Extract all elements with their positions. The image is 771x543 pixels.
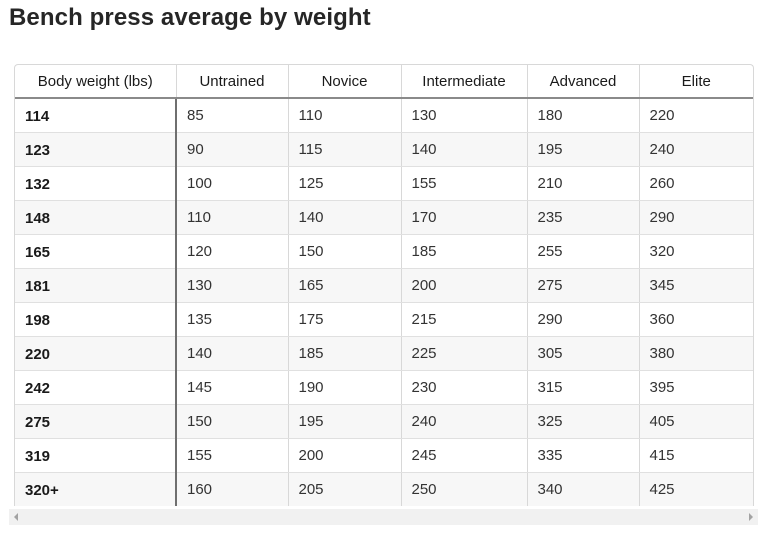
- cell-body-weight: 220: [15, 336, 177, 371]
- cell-elite: 425: [639, 472, 753, 506]
- cell-untrained: 145: [176, 370, 289, 405]
- table-row: 275 150 195 240 325 405: [15, 404, 753, 439]
- cell-untrained: 100: [176, 166, 289, 201]
- header-intermediate: Intermediate: [401, 65, 528, 99]
- cell-elite: 240: [639, 132, 753, 167]
- cell-body-weight: 198: [15, 302, 177, 337]
- cell-body-weight: 319: [15, 438, 177, 473]
- table-row: 242 145 190 230 315 395: [15, 370, 753, 405]
- page-title: Bench press average by weight: [9, 4, 371, 31]
- cell-intermediate: 185: [401, 234, 528, 269]
- table-row: 165 120 150 185 255 320: [15, 234, 753, 269]
- cell-intermediate: 245: [401, 438, 528, 473]
- cell-untrained: 130: [176, 268, 289, 303]
- cell-elite: 345: [639, 268, 753, 303]
- cell-elite: 380: [639, 336, 753, 371]
- cell-untrained: 85: [176, 98, 289, 133]
- cell-novice: 190: [288, 370, 402, 405]
- table-row: 148 110 140 170 235 290: [15, 200, 753, 235]
- cell-intermediate: 215: [401, 302, 528, 337]
- cell-body-weight: 275: [15, 404, 177, 439]
- table-container: Body weight (lbs) Untrained Novice Inter…: [14, 64, 754, 506]
- cell-novice: 110: [288, 98, 402, 133]
- cell-elite: 320: [639, 234, 753, 269]
- cell-untrained: 160: [176, 472, 289, 506]
- cell-advanced: 340: [527, 472, 640, 506]
- cell-body-weight: 242: [15, 370, 177, 405]
- cell-advanced: 195: [527, 132, 640, 167]
- cell-advanced: 335: [527, 438, 640, 473]
- header-novice: Novice: [288, 65, 402, 99]
- cell-untrained: 120: [176, 234, 289, 269]
- cell-novice: 200: [288, 438, 402, 473]
- cell-novice: 165: [288, 268, 402, 303]
- header-advanced: Advanced: [527, 65, 640, 99]
- cell-advanced: 325: [527, 404, 640, 439]
- cell-elite: 360: [639, 302, 753, 337]
- cell-intermediate: 250: [401, 472, 528, 506]
- cell-intermediate: 230: [401, 370, 528, 405]
- cell-novice: 125: [288, 166, 402, 201]
- cell-body-weight: 123: [15, 132, 177, 167]
- cell-intermediate: 240: [401, 404, 528, 439]
- cell-advanced: 180: [527, 98, 640, 133]
- cell-intermediate: 155: [401, 166, 528, 201]
- cell-elite: 405: [639, 404, 753, 439]
- cell-advanced: 305: [527, 336, 640, 371]
- horizontal-scrollbar[interactable]: [9, 509, 758, 525]
- cell-novice: 140: [288, 200, 402, 235]
- bench-press-table: Body weight (lbs) Untrained Novice Inter…: [15, 65, 753, 506]
- cell-body-weight: 114: [15, 98, 177, 133]
- table-row: 198 135 175 215 290 360: [15, 302, 753, 337]
- table-row: 319 155 200 245 335 415: [15, 438, 753, 473]
- table-row: 114 85 110 130 180 220: [15, 98, 753, 133]
- cell-body-weight: 132: [15, 166, 177, 201]
- cell-intermediate: 225: [401, 336, 528, 371]
- header-body-weight: Body weight (lbs): [15, 65, 177, 99]
- scroll-left-arrow-icon[interactable]: [14, 513, 18, 521]
- header-untrained: Untrained: [176, 65, 289, 99]
- cell-advanced: 290: [527, 302, 640, 337]
- table-row: 181 130 165 200 275 345: [15, 268, 753, 303]
- cell-advanced: 235: [527, 200, 640, 235]
- table-row: 220 140 185 225 305 380: [15, 336, 753, 371]
- cell-body-weight: 320+: [15, 472, 177, 506]
- cell-novice: 205: [288, 472, 402, 506]
- cell-advanced: 275: [527, 268, 640, 303]
- cell-intermediate: 200: [401, 268, 528, 303]
- table-body: 114 85 110 130 180 220 123 90 115 140 195 240 132 100…: [15, 98, 753, 506]
- cell-untrained: 135: [176, 302, 289, 337]
- cell-intermediate: 140: [401, 132, 528, 167]
- cell-untrained: 110: [176, 200, 289, 235]
- cell-elite: 395: [639, 370, 753, 405]
- table-row: 123 90 115 140 195 240: [15, 132, 753, 167]
- cell-advanced: 315: [527, 370, 640, 405]
- cell-novice: 115: [288, 132, 402, 167]
- cell-untrained: 150: [176, 404, 289, 439]
- header-elite: Elite: [639, 65, 753, 99]
- cell-elite: 415: [639, 438, 753, 473]
- cell-body-weight: 165: [15, 234, 177, 269]
- table-row: 132 100 125 155 210 260: [15, 166, 753, 201]
- cell-advanced: 210: [527, 166, 640, 201]
- cell-elite: 220: [639, 98, 753, 133]
- cell-untrained: 155: [176, 438, 289, 473]
- header-row: Body weight (lbs) Untrained Novice Inter…: [15, 65, 753, 99]
- cell-untrained: 90: [176, 132, 289, 167]
- cell-novice: 185: [288, 336, 402, 371]
- cell-intermediate: 130: [401, 98, 528, 133]
- cell-untrained: 140: [176, 336, 289, 371]
- cell-novice: 175: [288, 302, 402, 337]
- cell-novice: 195: [288, 404, 402, 439]
- cell-novice: 150: [288, 234, 402, 269]
- cell-intermediate: 170: [401, 200, 528, 235]
- scroll-right-arrow-icon[interactable]: [749, 513, 753, 521]
- cell-body-weight: 181: [15, 268, 177, 303]
- cell-elite: 260: [639, 166, 753, 201]
- cell-elite: 290: [639, 200, 753, 235]
- cell-advanced: 255: [527, 234, 640, 269]
- cell-body-weight: 148: [15, 200, 177, 235]
- table-row: 320+ 160 205 250 340 425: [15, 472, 753, 506]
